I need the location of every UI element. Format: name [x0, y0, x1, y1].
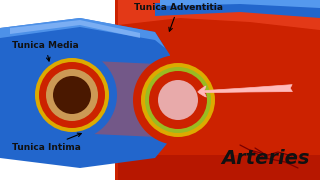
Text: Tunica Media: Tunica Media: [12, 41, 79, 61]
Polygon shape: [155, 3, 320, 18]
Ellipse shape: [145, 67, 211, 133]
Polygon shape: [160, 0, 320, 8]
Polygon shape: [118, 0, 320, 30]
Ellipse shape: [27, 50, 117, 140]
Text: Arteries: Arteries: [221, 149, 310, 168]
Polygon shape: [0, 18, 165, 48]
Polygon shape: [10, 20, 140, 38]
Ellipse shape: [53, 76, 91, 114]
Ellipse shape: [149, 71, 207, 129]
Ellipse shape: [35, 58, 109, 132]
Polygon shape: [72, 60, 178, 138]
Text: Tunica Adventitia: Tunica Adventitia: [133, 3, 222, 31]
Polygon shape: [160, 0, 320, 12]
Ellipse shape: [39, 62, 105, 128]
Text: Tunica Intima: Tunica Intima: [12, 133, 81, 152]
Ellipse shape: [158, 80, 198, 120]
Polygon shape: [118, 155, 320, 180]
Polygon shape: [0, 18, 170, 168]
Ellipse shape: [46, 69, 98, 121]
Ellipse shape: [141, 63, 215, 137]
Polygon shape: [115, 0, 320, 180]
Ellipse shape: [133, 55, 223, 145]
